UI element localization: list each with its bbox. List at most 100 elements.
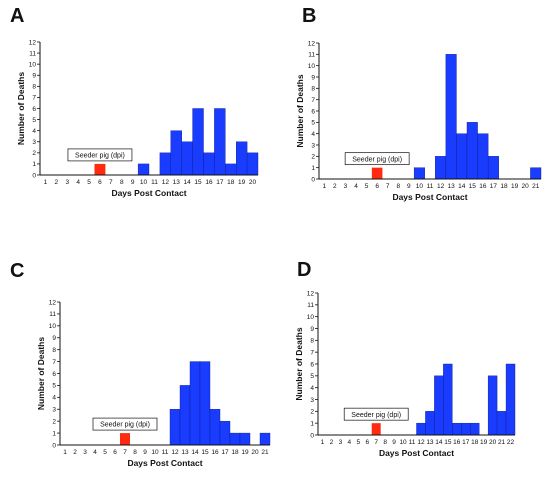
x-tick-label: 2 (73, 449, 77, 456)
x-tick-label: 10 (151, 449, 159, 456)
y-tick-label: 8 (52, 347, 56, 354)
x-tick-label: 17 (462, 439, 470, 446)
x-tick-label: 3 (83, 449, 87, 456)
x-tick-label: 8 (133, 449, 137, 456)
bar-day-14 (181, 141, 193, 176)
y-tick-label: 0 (52, 442, 56, 449)
x-axis-label: Days Post Contact (379, 448, 454, 458)
x-tick-label: 5 (356, 439, 360, 446)
y-tick-label: 5 (52, 383, 56, 390)
bar-day-21 (530, 167, 542, 180)
x-tick-label: 2 (330, 439, 334, 446)
bar-day-13 (170, 130, 182, 176)
seeder-label: Seeder pig (dpi) (352, 156, 402, 163)
x-tick-label: 3 (344, 183, 348, 190)
x-tick-label: 15 (194, 179, 202, 186)
x-tick-label: 12 (162, 179, 170, 186)
bar-day-16 (452, 422, 462, 436)
y-tick-label: 10 (307, 314, 315, 321)
y-tick-label: 4 (310, 385, 314, 392)
x-tick-label: 18 (227, 179, 235, 186)
y-tick-label: 2 (310, 409, 314, 416)
y-tick-label: 10 (29, 61, 37, 68)
seeder-label-box (92, 417, 158, 431)
bar-day-15 (199, 361, 211, 446)
y-tick-label: 1 (52, 430, 56, 437)
x-axis-label: Days Post Contact (111, 188, 186, 198)
x-tick-label: 3 (65, 179, 69, 186)
bar-day-10 (413, 167, 425, 180)
bar-day-10 (137, 163, 150, 176)
x-tick-label: 17 (216, 179, 224, 186)
x-tick-label: 10 (416, 183, 424, 190)
y-tick-label: 7 (311, 97, 315, 104)
y-tick-label: 2 (32, 150, 36, 157)
x-tick-label: 18 (231, 449, 239, 456)
y-tick-label: 11 (308, 52, 315, 59)
chart-panel-a: A 0 1 2 3 4 5 6 7 8 9 10 11 12 Seeder pig (dpi) 1 2 3 4 5 6… (10, 5, 275, 220)
y-tick-label: 0 (311, 176, 315, 183)
bar-day-14 (456, 133, 468, 180)
bar-day-17 (214, 108, 226, 176)
x-tick-label: 12 (171, 449, 179, 456)
y-tick-label: 2 (52, 418, 56, 425)
y-tick-label: 5 (32, 117, 36, 124)
x-tick-label: 19 (238, 179, 246, 186)
bar-day-13 (425, 411, 435, 436)
seeder-bar (120, 433, 130, 445)
y-tick-label: 1 (311, 165, 315, 172)
x-tick-label: 19 (480, 439, 488, 446)
y-axis-label: Number of Deaths (36, 337, 46, 410)
x-tick-label: 6 (365, 439, 369, 446)
x-tick-label: 13 (181, 449, 189, 456)
y-tick-label: 6 (52, 371, 56, 378)
y-tick-label: 12 (308, 40, 316, 47)
y-tick-label: 6 (310, 361, 314, 368)
x-tick-label: 7 (109, 179, 113, 186)
bar-day-14 (434, 375, 444, 436)
bar-day-13 (179, 385, 191, 446)
y-tick-label: 4 (52, 395, 56, 402)
x-tick-label: 21 (261, 449, 269, 456)
x-tick-label: 10 (399, 439, 407, 446)
y-tick-label: 5 (311, 120, 315, 127)
seeder-bar (94, 163, 106, 175)
bar-day-15 (443, 363, 453, 436)
x-tick-label: 7 (374, 439, 378, 446)
seeder-label-box (67, 148, 133, 162)
x-tick-label: 17 (490, 183, 498, 190)
x-tick-label: 11 (151, 179, 158, 186)
x-tick-label: 16 (205, 179, 213, 186)
x-tick-label: 8 (383, 439, 387, 446)
y-tick-label: 11 (29, 50, 36, 57)
bar-day-12 (159, 152, 171, 176)
bar-day-14 (189, 361, 201, 446)
x-tick-label: 15 (469, 183, 477, 190)
bar-day-15 (192, 108, 204, 176)
y-tick-label: 0 (310, 432, 314, 439)
y-tick-label: 12 (307, 290, 315, 297)
x-tick-label: 5 (87, 179, 91, 186)
y-tick-label: 4 (32, 128, 36, 135)
x-tick-label: 13 (173, 179, 181, 186)
x-tick-label: 16 (479, 183, 487, 190)
x-tick-label: 4 (93, 449, 97, 456)
panel-letter: A (10, 5, 25, 27)
y-tick-label: 6 (311, 108, 315, 115)
chart-panel-b: B 0 1 2 3 4 5 6 7 8 9 10 11 12 Seeder pig (dpi) 1 2 3 4 5 6… (290, 5, 550, 220)
y-tick-label: 8 (311, 86, 315, 93)
x-tick-label: 19 (511, 183, 519, 190)
y-tick-label: 7 (310, 349, 314, 356)
y-tick-label: 9 (52, 335, 56, 342)
bar-day-17 (461, 422, 471, 436)
seeder-label: Seeder pig (dpi) (351, 412, 401, 419)
y-tick-label: 7 (32, 95, 36, 102)
y-tick-label: 6 (32, 106, 36, 113)
y-tick-label: 7 (52, 359, 56, 366)
x-tick-label: 5 (103, 449, 107, 456)
x-tick-label: 11 (162, 449, 169, 456)
y-axis-label: Number of Deaths (295, 74, 305, 147)
